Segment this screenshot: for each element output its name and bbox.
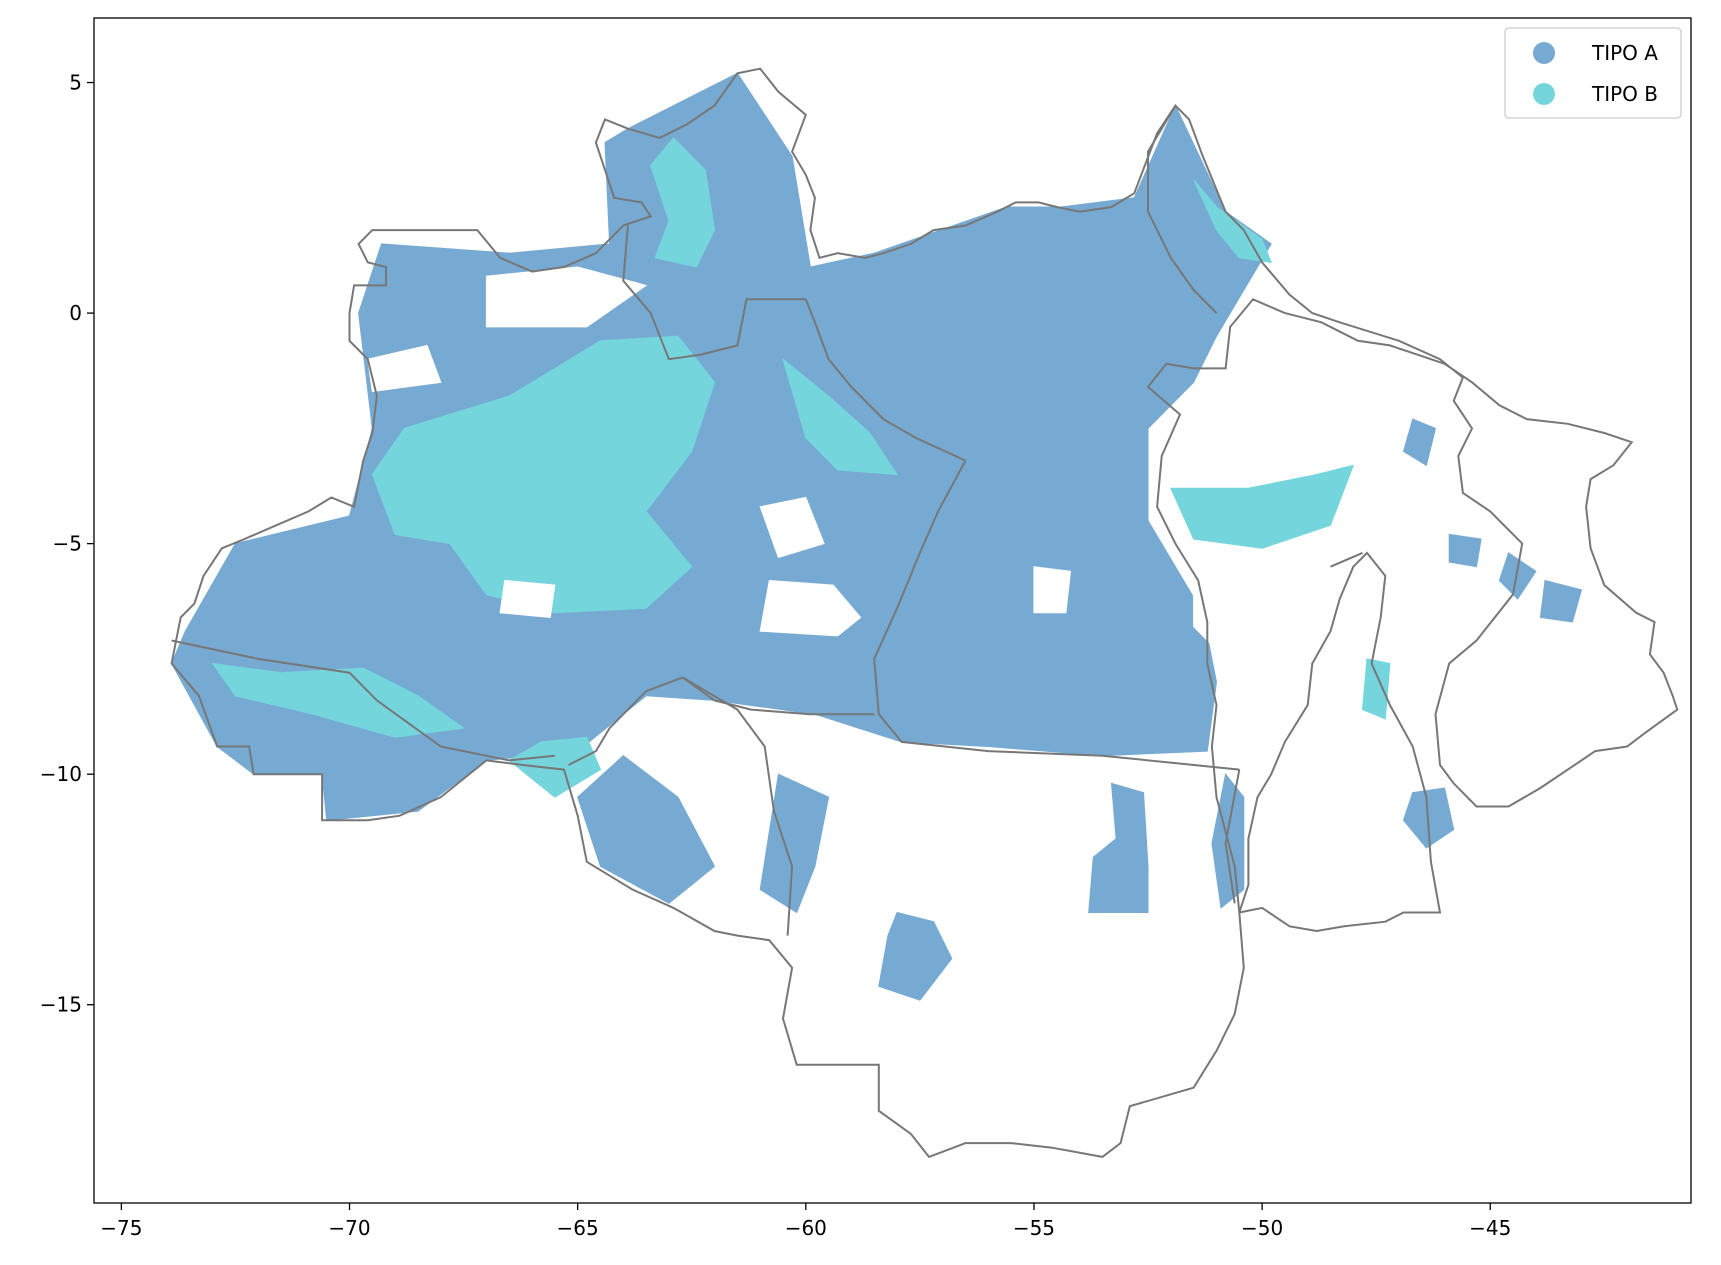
x-tick-label: −60 bbox=[785, 1216, 827, 1240]
unclassified-gap-2 bbox=[500, 581, 555, 618]
tipo-b-region-7 bbox=[1363, 659, 1390, 719]
legend-marker-tipo-b bbox=[1533, 83, 1555, 105]
x-tick-label: −65 bbox=[557, 1216, 599, 1240]
legend-label-tipo-b: TIPO B bbox=[1591, 82, 1658, 106]
y-axis: 5 0 −5 −10 −15 bbox=[40, 71, 94, 1017]
legend-label-tipo-a: TIPO A bbox=[1591, 41, 1658, 65]
x-tick-label: −75 bbox=[100, 1216, 142, 1240]
y-tick-label: −15 bbox=[40, 993, 82, 1017]
x-tick-label: −45 bbox=[1469, 1216, 1511, 1240]
y-tick-label: −5 bbox=[53, 532, 82, 556]
unclassified-gap-5 bbox=[1034, 567, 1071, 613]
y-tick-label: 5 bbox=[69, 71, 82, 95]
y-tick-label: −10 bbox=[40, 762, 82, 786]
y-tick-label: 0 bbox=[69, 301, 82, 325]
legend-marker-tipo-a bbox=[1533, 42, 1555, 64]
tipo-a-region-7 bbox=[1449, 534, 1481, 566]
x-axis: −75 −70 −65 −60 −55 −50 −45 bbox=[100, 1203, 1511, 1240]
x-tick-label: −50 bbox=[1241, 1216, 1283, 1240]
legend: TIPO A TIPO B bbox=[1505, 28, 1681, 118]
x-tick-label: −70 bbox=[328, 1216, 370, 1240]
x-tick-label: −55 bbox=[1013, 1216, 1055, 1240]
